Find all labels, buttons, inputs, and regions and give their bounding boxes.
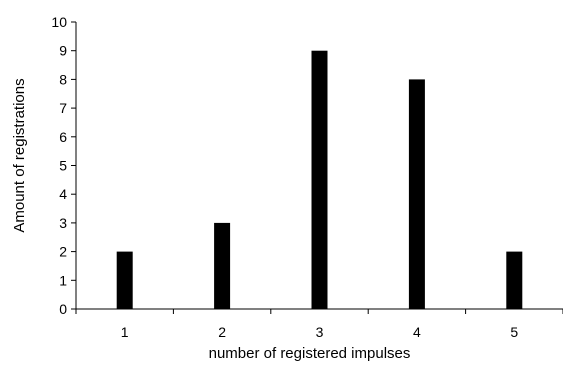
y-axis-title: Amount of registrations bbox=[11, 78, 28, 232]
bar-2 bbox=[214, 222, 231, 309]
y-tick-label: 3 bbox=[59, 215, 67, 231]
y-tick-label: 6 bbox=[59, 129, 67, 145]
x-tick-label: 2 bbox=[218, 324, 226, 340]
y-tick-label: 0 bbox=[59, 301, 67, 317]
y-tick-label: 7 bbox=[59, 100, 67, 116]
y-ticks-group: 0 1 2 3 4 5 6 7 8 9 10 bbox=[51, 14, 76, 317]
y-tick-label: 5 bbox=[59, 158, 67, 174]
y-tick-label: 2 bbox=[59, 244, 67, 260]
bar-5 bbox=[506, 251, 523, 309]
x-tick-label: 3 bbox=[316, 324, 324, 340]
x-tick-label: 4 bbox=[413, 324, 421, 340]
y-tick-label: 10 bbox=[51, 14, 67, 30]
y-tick-label: 4 bbox=[59, 186, 67, 202]
y-tick-label: 9 bbox=[59, 43, 67, 59]
bar-1 bbox=[116, 251, 133, 309]
x-axis-title: number of registered impulses bbox=[209, 345, 411, 362]
bar-4 bbox=[408, 79, 425, 310]
y-tick-label: 8 bbox=[59, 71, 67, 87]
x-tick-label: 1 bbox=[121, 324, 129, 340]
y-tick-label: 1 bbox=[59, 272, 67, 288]
x-ticks-group: 1 2 3 4 5 bbox=[75, 309, 563, 340]
bar-3 bbox=[311, 50, 328, 309]
x-tick-label: 5 bbox=[510, 324, 518, 340]
bars-group bbox=[116, 50, 523, 310]
